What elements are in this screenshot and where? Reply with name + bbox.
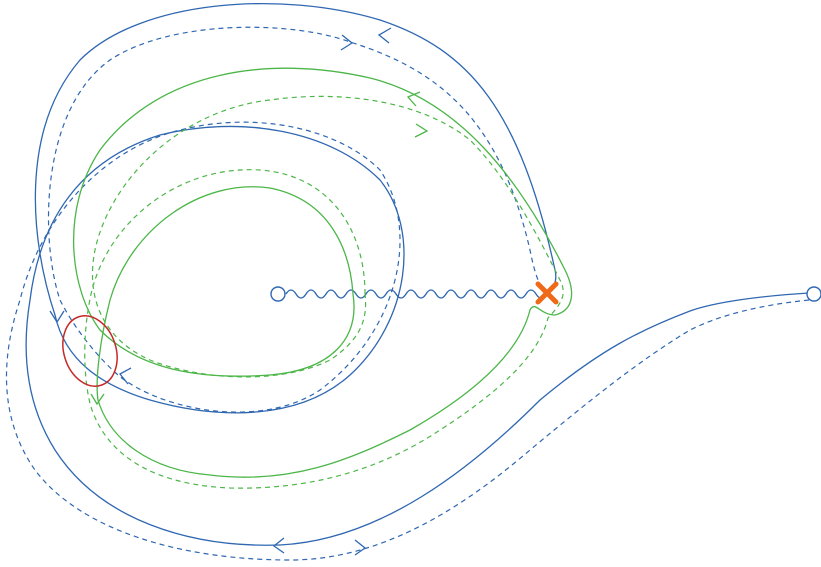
- arrow-green-dashed-top: [415, 124, 427, 137]
- arrow-blue-inner: [120, 368, 131, 384]
- contour-blue-dashed: [6, 27, 809, 560]
- contour-green-dashed: [85, 96, 563, 488]
- arrow-blue-dashed-top: [341, 35, 352, 50]
- contour-green-solid: [74, 68, 572, 477]
- branch-cut-wavy-line: [286, 290, 546, 298]
- branch-point-circle: [271, 287, 285, 301]
- arrow-blue-dashed-bottom: [355, 540, 365, 555]
- singularity-cross: [538, 284, 556, 302]
- highlight-ellipse: [54, 309, 126, 394]
- arrow-blue-top: [379, 28, 391, 43]
- contour-blue-solid: [26, 4, 809, 546]
- arrow-markers: [50, 28, 427, 555]
- arrow-green-top: [408, 92, 420, 106]
- endpoint-circle: [807, 287, 821, 301]
